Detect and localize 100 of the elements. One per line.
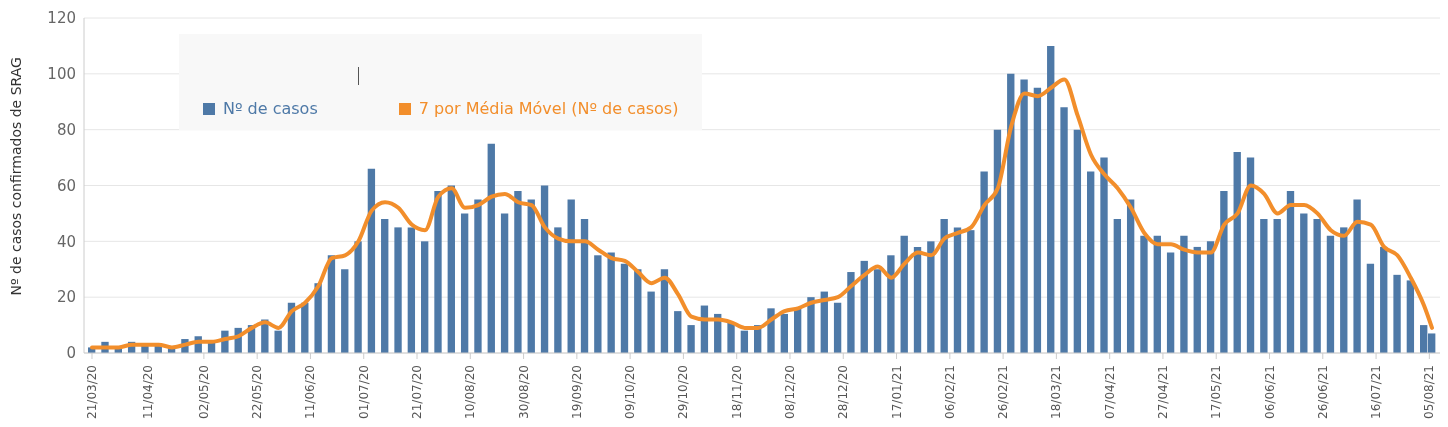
bar [500,213,509,353]
y-tick-label: 120 [47,9,76,28]
x-tick-label: 26/06/21 [1315,365,1330,419]
bar [1380,246,1388,353]
x-tick-label: 22/05/20 [250,365,265,419]
bar [1286,191,1295,353]
bar [1100,157,1108,353]
bar [927,241,935,353]
x-tick-label: 01/07/20 [356,365,371,419]
bar [1393,274,1401,353]
bar [1353,199,1361,353]
bar [527,199,535,353]
bar [807,297,815,353]
bar [1166,252,1175,353]
bar [394,227,402,353]
bar [514,191,522,353]
x-tick-label: 06/06/21 [1262,365,1277,419]
bar [1233,152,1241,353]
x-tick-label: 05/08/21 [1422,365,1437,419]
x-tick-label: 09/10/20 [623,365,638,419]
bar [1087,171,1095,353]
bar [354,241,362,353]
bar [1246,157,1255,353]
x-tick-label: 30/08/20 [516,365,531,419]
line-series [89,77,1435,350]
y-axis-title: Nº de casos confirmados de SRAG [7,57,24,296]
x-tick-label: 11/04/20 [140,365,155,419]
x-tick-label: 18/11/20 [729,365,744,419]
bar [474,199,482,353]
bar [594,255,602,353]
bar [993,129,1002,353]
x-tick-label: 21/03/20 [84,365,99,419]
x-tick-label: 21/07/20 [410,365,425,419]
bar [341,269,349,353]
bar [634,269,642,353]
bar [381,219,389,353]
bar [1406,280,1415,353]
bar [620,263,629,353]
bar [1300,213,1308,353]
bar [1366,263,1375,353]
bar [1340,227,1348,353]
y-tick-label: 40 [56,232,76,251]
bar [540,185,549,353]
bar [1113,219,1122,353]
bar [1060,107,1068,353]
bar [980,171,988,353]
x-tick-label: 28/12/20 [836,365,851,419]
x-tick-label: 11/06/20 [303,365,318,419]
bar [434,191,442,353]
bar [460,213,469,353]
legend-label: 7 por Média Móvel (Nº de casos) [418,99,679,118]
bar [1140,235,1148,353]
y-tick-label: 20 [56,288,76,307]
y-tick-label: 100 [47,65,76,84]
y-tick-label: 60 [56,176,76,195]
bar [274,330,282,353]
bar [1313,219,1321,353]
bar [487,143,495,353]
bar [847,272,855,353]
bar [674,311,682,353]
bar [1033,87,1042,353]
bar [407,227,416,353]
bar [1126,199,1135,353]
x-tick-label: 10/08/20 [463,365,478,419]
bar [740,330,749,353]
bar [727,322,735,353]
bar [580,219,589,353]
bar [554,227,562,353]
x-tick-label: 27/04/21 [1155,365,1170,419]
bar [873,269,882,353]
bar [887,255,895,353]
y-tick-label: 80 [56,120,76,139]
bar [1180,235,1188,353]
bar [767,308,775,353]
bar [647,291,655,353]
bar [1153,235,1161,353]
bar [421,241,429,353]
x-tick-label: 16/07/21 [1369,365,1384,419]
bar [687,325,695,353]
bar [567,199,575,353]
bar [1220,191,1228,353]
bar [1193,246,1201,353]
bar [447,185,455,353]
x-tick-label: 29/10/20 [676,365,691,419]
x-tick-label: 17/05/21 [1209,365,1224,419]
bar [913,246,922,353]
bar [1326,235,1335,353]
bar [1273,219,1281,353]
bar [607,252,615,353]
x-tick-label: 08/12/20 [782,365,797,419]
bar [1020,79,1028,353]
x-tick-label: 06/02/21 [942,365,957,419]
x-tick-label: 19/09/20 [569,365,584,419]
x-tick-label: 02/05/20 [196,365,211,419]
bar [780,313,788,353]
x-tick-label: 18/03/21 [1049,365,1064,419]
bar [1260,219,1268,353]
legend-label: Nº de casos [223,99,318,118]
x-tick-label: 17/01/21 [889,365,904,419]
bar [967,230,975,353]
